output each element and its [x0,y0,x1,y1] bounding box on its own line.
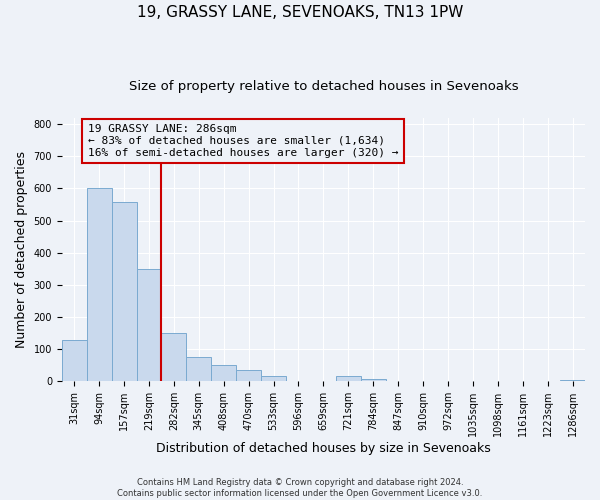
Bar [161,333,187,381]
Text: 19 GRASSY LANE: 286sqm
← 83% of detached houses are smaller (1,634)
16% of semi-: 19 GRASSY LANE: 286sqm ← 83% of detached… [88,124,398,158]
X-axis label: Distribution of detached houses by size in Sevenoaks: Distribution of detached houses by size … [156,442,491,455]
Bar [137,269,161,381]
Text: 19, GRASSY LANE, SEVENOAKS, TN13 1PW: 19, GRASSY LANE, SEVENOAKS, TN13 1PW [137,5,463,20]
Text: Contains HM Land Registry data © Crown copyright and database right 2024.
Contai: Contains HM Land Registry data © Crown c… [118,478,482,498]
Bar [86,188,112,381]
Bar [261,376,286,381]
Bar [187,357,211,381]
Title: Size of property relative to detached houses in Sevenoaks: Size of property relative to detached ho… [128,80,518,93]
Bar [62,340,86,381]
Bar [236,370,261,381]
Bar [211,364,236,381]
Bar [112,202,137,381]
Bar [560,380,585,381]
Bar [361,379,386,381]
Bar [336,376,361,381]
Y-axis label: Number of detached properties: Number of detached properties [15,151,28,348]
